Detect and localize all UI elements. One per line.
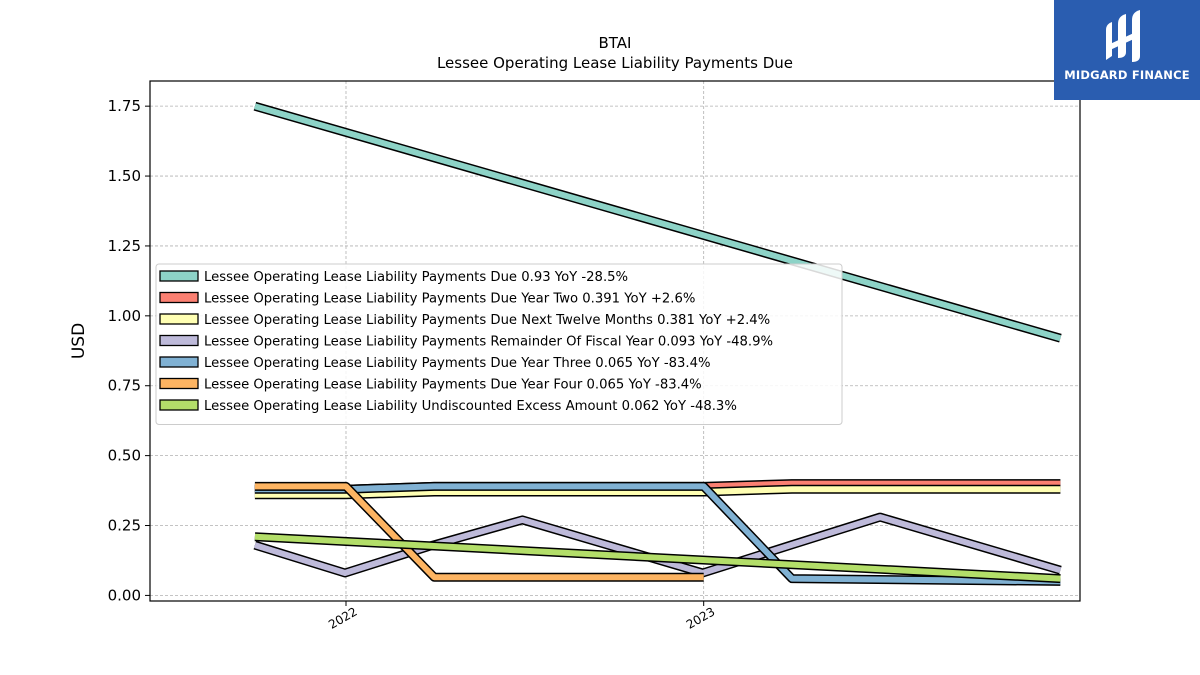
legend-box (155, 263, 843, 425)
logo-text: MIDGARD FINANCE (1064, 68, 1190, 82)
y-axis-label: USD (69, 323, 89, 359)
logo-mark-icon (1106, 10, 1140, 62)
legend-swatch (159, 399, 199, 411)
legend-swatch (159, 356, 199, 368)
series-line (254, 483, 704, 581)
y-tick-label: 1.00 (108, 307, 141, 325)
chart-subtitle: Lessee Operating Lease Liability Payment… (437, 54, 793, 72)
chart-title: BTAI (599, 34, 632, 52)
legend-swatch (159, 313, 199, 325)
legend: Lessee Operating Lease Liability Payment… (155, 263, 843, 425)
y-tick-label: 0.25 (108, 517, 141, 535)
y-tick-label: 0.00 (108, 586, 141, 604)
series-line (254, 103, 1062, 342)
series-line (254, 514, 1062, 576)
x-tick-label: 2022 (326, 604, 359, 631)
legend-entry: Lessee Operating Lease Liability Payment… (204, 292, 695, 307)
plot-frame (149, 80, 1081, 602)
legend-entry: Lessee Operating Lease Liability Payment… (204, 270, 628, 285)
legend-entry: Lessee Operating Lease Liability Payment… (204, 378, 702, 393)
legend-swatch (159, 377, 199, 390)
legend-swatch (159, 270, 199, 282)
y-tick-label: 1.50 (108, 167, 141, 185)
series-line (254, 533, 1061, 582)
legend-entry: Lessee Operating Lease Liability Payment… (204, 356, 711, 371)
midgard-finance-logo: MIDGARD FINANCE (1054, 0, 1200, 100)
axis-ticks: 0.00 0.25 0.50 0.75 1.00 1.25 1.50 1.75 2022 2023 (108, 97, 718, 632)
legend-entry: Lessee Operating Lease Liability Payment… (204, 335, 773, 350)
y-tick-label: 0.75 (108, 377, 141, 395)
legend-entry: Lessee Operating Lease Liability Payment… (204, 313, 770, 328)
legend-swatch (159, 334, 199, 347)
y-tick-label: 1.25 (108, 237, 141, 255)
y-tick-label: 1.75 (108, 97, 141, 115)
series-line (254, 486, 1061, 498)
x-tick-label: 2023 (684, 604, 717, 631)
legend-entry: Lessee Operating Lease Liability Undisco… (204, 399, 737, 414)
y-tick-label: 0.50 (108, 447, 141, 465)
series-layer (253, 101, 1062, 586)
legend-swatch (159, 291, 199, 304)
